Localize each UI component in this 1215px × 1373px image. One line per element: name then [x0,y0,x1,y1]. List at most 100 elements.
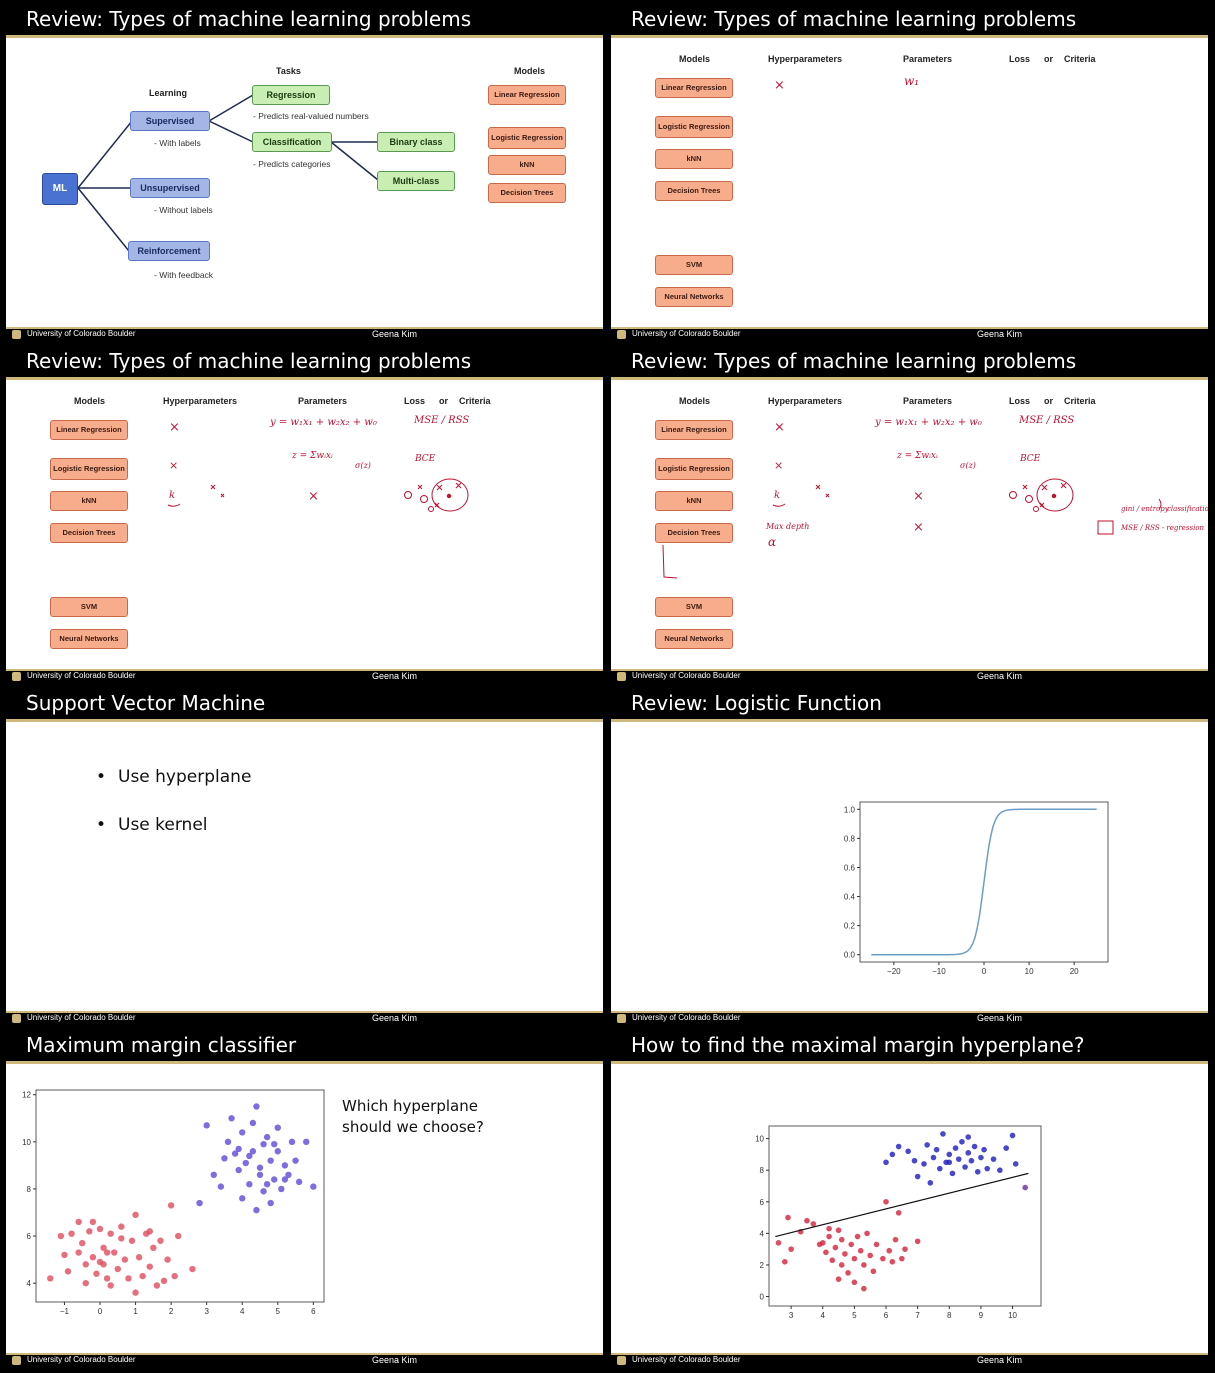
slide-models-table-1[interactable]: Review: Types of machine learning proble… [611,5,1208,340]
slide-logistic-function[interactable]: Review: Logistic Function −20 −10 0 10 20 0.0… [611,689,1208,1024]
y-tick-label: 4 [27,1279,32,1288]
data-point [135,1254,143,1261]
data-point [253,1103,260,1110]
handwritten-dt-loss-2: MSE / RSS - regression [1121,524,1205,532]
model-logistic-regression: Logistic Regression [655,116,733,138]
data-point [263,1181,271,1188]
data-point [82,1279,89,1287]
ml-node: ML [42,173,78,205]
separating-line [775,1172,1029,1238]
data-point [775,1240,782,1246]
data-point [189,1265,196,1273]
x-tick-label: 0 [982,967,987,976]
data-point [235,1166,242,1174]
data-point [870,1268,877,1275]
slide-footer: University of Colorado Boulder Geena Kim [611,1353,1208,1366]
data-point [921,1161,927,1167]
footer-author: Geena Kim [372,1355,418,1365]
model-neural-networks: Neural Networks [655,629,733,649]
data-point [96,1225,104,1233]
slide-svm[interactable]: Support Vector Machine • Use hyperplane •… [6,689,603,1024]
data-point [107,1282,114,1289]
data-point [153,1282,161,1289]
data-point [249,1119,257,1127]
data-point [260,1188,267,1195]
handwritten-lr-loss: MSE / RSS [414,415,470,426]
footer-author: Geena Kim [372,671,418,681]
x-tick-label: 3 [789,1311,794,1320]
data-point [924,1142,930,1148]
model-neural-networks: Neural Networks [655,287,733,307]
data-point [121,1256,129,1263]
unsupervised-node: Unsupervised [130,178,210,198]
slide-find-hyperplane[interactable]: How to find the maximal margin hyperplan… [611,1031,1208,1366]
data-point [804,1217,810,1224]
slide-max-margin-classifier[interactable]: Maximum margin classifier −1 0 1 2 3 4 5 6 4 6 8 10… [6,1031,603,1366]
data-point [246,1181,253,1188]
data-point [974,1168,981,1175]
unsupervised-note: - Without labels [154,205,213,215]
data-point [146,1263,153,1270]
data-point [235,1145,242,1153]
data-point [1009,1132,1016,1139]
data-point [303,1138,310,1146]
data-point [86,1228,93,1235]
data-point [57,1232,65,1240]
data-point [873,1241,880,1248]
footer-author: Geena Kim [977,329,1023,339]
x-tick-label: 20 [1070,967,1079,976]
handwritten-lr-param: y = w₁x₁ + w₂x₂ + w₀ [270,417,377,428]
data-point [867,1252,874,1259]
model-svm: SVM [655,255,733,275]
data-point [271,1176,278,1183]
data-point [835,1276,842,1282]
data-point [267,1157,274,1164]
model-linear-regression: Linear Regression [655,420,733,440]
x-tick-label: 10 [1008,1311,1017,1320]
plot-frame [35,1089,325,1303]
data-point [883,1198,889,1205]
data-point [164,1256,171,1263]
slide-models-table-2[interactable]: Review: Types of machine learning proble… [6,347,603,682]
slide-footer: University of Colorado Boulder Geena Kim [611,1011,1208,1024]
data-point [246,1152,253,1160]
data-point [886,1247,892,1254]
data-point [848,1241,855,1248]
handwritten-log-loss: BCE [415,454,436,464]
data-point [984,1165,991,1172]
col-or: or [1044,396,1053,406]
col-or: or [439,396,448,406]
data-point [851,1255,858,1262]
data-point [971,1143,978,1150]
data-point [936,1165,943,1172]
x-tick-label: 2 [169,1307,174,1316]
data-point [851,1279,858,1286]
data-point [47,1275,54,1282]
footer-university: University of Colorado Boulder [632,329,741,338]
data-point [203,1122,210,1129]
handwritten-lr-param: y = w₁x₁ + w₂x₂ + w₀ [875,417,982,428]
y-tick-label: 6 [27,1232,32,1241]
classification-note: - Predicts categories [253,159,331,169]
data-point [854,1233,861,1240]
slide-ml-types-diagram[interactable]: Review: Types of machine learning proble… [6,5,603,340]
data-point [256,1171,264,1178]
data-point [175,1232,182,1240]
sigmoid-chart: −20 −10 0 10 20 0.0 0.2 0.4 0.6 0.8 1.0 [844,801,1109,976]
footer-university: University of Colorado Boulder [27,671,136,680]
data-point [857,1247,864,1254]
slide-title: Maximum margin classifier [26,1033,297,1057]
data-point [933,1146,940,1153]
col-hyperparameters: Hyperparameters [768,396,843,406]
model-decision-trees: Decision Trees [50,523,128,543]
model-logistic-regression: Logistic Regression [655,458,733,480]
data-point [281,1176,289,1183]
data-point [889,1151,896,1158]
slide-models-table-3[interactable]: Review: Types of machine learning proble… [611,347,1208,682]
tree-connectors [77,94,379,252]
data-point [221,1155,228,1162]
data-point [75,1249,82,1256]
data-point [274,1124,281,1131]
handwritten-sketches [662,478,1162,579]
